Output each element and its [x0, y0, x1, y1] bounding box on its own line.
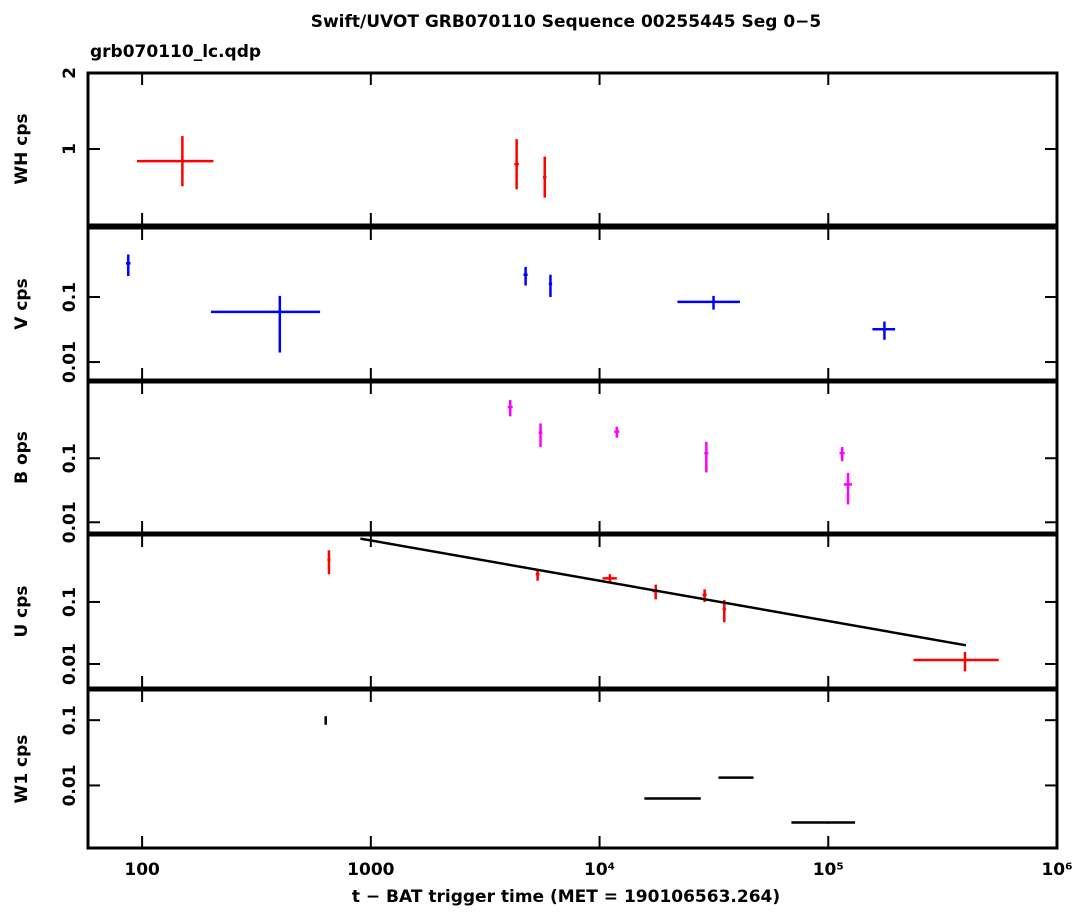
panel-frame [86, 71, 1059, 227]
y-tick-label: 0.01 [60, 764, 80, 806]
y-tick-label: 0.1 [60, 282, 80, 312]
x-tick-label: 10⁴ [584, 860, 615, 880]
y-tick-label: 0.01 [60, 501, 80, 543]
y-tick-label: 0.1 [60, 587, 80, 617]
y-axis-label: WH cps [12, 113, 32, 184]
chart-title: Swift/UVOT GRB070110 Sequence 00255445 S… [311, 12, 822, 32]
panel-frame [86, 533, 1059, 690]
y-axis-label: B ops [12, 431, 32, 484]
panel-frame [86, 226, 1059, 382]
panel-frame [86, 380, 1059, 535]
x-tick-label: 100 [124, 860, 160, 880]
x-tick-label: 1000 [347, 860, 394, 880]
y-axis-label: U cps [12, 585, 32, 637]
y-tick-label: 0.01 [60, 341, 80, 383]
y-tick-label: 1 [60, 143, 80, 155]
y-axis-label: V cps [12, 278, 32, 329]
y-tick-label: 2 [60, 67, 80, 79]
x-tick-label: 10⁶ [1041, 860, 1072, 880]
y-tick-label: 0.1 [60, 443, 80, 473]
chart-subtitle: grb070110_lc.qdp [90, 42, 261, 62]
y-axis-label: W1 cps [12, 735, 32, 804]
x-axis-label: t − BAT trigger time (MET = 190106563.26… [352, 887, 780, 907]
y-tick-label: 0.1 [60, 705, 80, 735]
model-line [360, 537, 967, 647]
panel-frame [86, 688, 1059, 850]
y-tick-label: 0.01 [60, 643, 80, 685]
x-tick-label: 10⁵ [813, 860, 844, 880]
